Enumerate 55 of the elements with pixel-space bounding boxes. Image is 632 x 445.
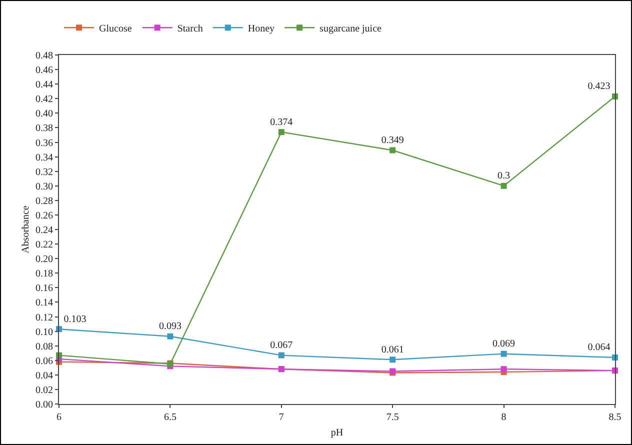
x-tick-label: 7.5 — [386, 412, 399, 423]
data-label: 0.069 — [492, 338, 516, 350]
y-tick-label: 0.26 — [36, 210, 53, 222]
y-tick-label: 0.18 — [36, 268, 53, 280]
y-tick-label: 0.36 — [36, 138, 53, 149]
y-tick-label: 0.32 — [36, 166, 53, 178]
data-label: 0.423 — [588, 81, 610, 92]
y-tick-label: 0.02 — [36, 384, 53, 396]
point — [167, 333, 174, 340]
data-label: 0.061 — [381, 344, 404, 356]
y-tick-label: 0.46 — [36, 65, 53, 76]
data-label: 0.064 — [588, 342, 610, 354]
legend-label: Honey — [248, 24, 275, 35]
y-tick-label: 0.04 — [36, 370, 53, 382]
y-tick-label: 0.20 — [36, 254, 53, 266]
data-label: 0.103 — [64, 314, 86, 325]
data-label: 0.067 — [270, 340, 293, 352]
y-tick-label: 0.40 — [36, 108, 53, 120]
point — [278, 352, 284, 358]
y-tick-label: 0.34 — [36, 152, 53, 164]
legend-label: Starch — [177, 24, 203, 35]
y-tick-label: 0.42 — [36, 94, 53, 106]
data-label: 0.374 — [270, 116, 293, 128]
point — [390, 356, 396, 363]
y-tick-label: 0.12 — [36, 312, 53, 324]
y-tick-label: 0.48 — [36, 50, 53, 62]
x-tick-label: 6.5 — [164, 412, 176, 423]
y-tick-label: 0.06 — [36, 356, 53, 367]
point — [500, 182, 507, 189]
y-tick-label: 0.38 — [36, 123, 53, 134]
y-tick-label: 0.30 — [36, 181, 53, 192]
legend-label: Glucose — [99, 24, 132, 35]
x-tick-label: 7 — [278, 412, 284, 423]
point — [500, 366, 507, 372]
legend-label: sugarcane juice — [320, 24, 382, 35]
data-label: 0.3 — [498, 170, 510, 182]
y-tick-label: 0.22 — [36, 240, 53, 251]
y-tick-label: 0.16 — [36, 283, 53, 294]
y-tick-label: 0.24 — [36, 225, 53, 236]
y-tick-label: 0.00 — [36, 400, 53, 410]
y-axis-title: Absorbance — [20, 205, 32, 254]
y-tick-label: 0.14 — [36, 298, 53, 309]
x-tick-label: 8 — [501, 412, 506, 423]
y-tick-label: 0.08 — [36, 341, 53, 352]
y-tick-label: 0.44 — [36, 80, 53, 91]
data-label: 0.093 — [158, 321, 182, 332]
y-tick-label: 0.10 — [36, 326, 53, 338]
point — [278, 129, 284, 136]
data-label: 0.349 — [381, 135, 404, 146]
point — [390, 147, 396, 154]
x-tick-label: 6 — [56, 412, 62, 423]
point — [500, 350, 507, 357]
x-tick-label: 8.5 — [608, 412, 622, 423]
x-axis-title: pH — [330, 428, 344, 438]
y-tick-label: 0.28 — [36, 196, 53, 207]
